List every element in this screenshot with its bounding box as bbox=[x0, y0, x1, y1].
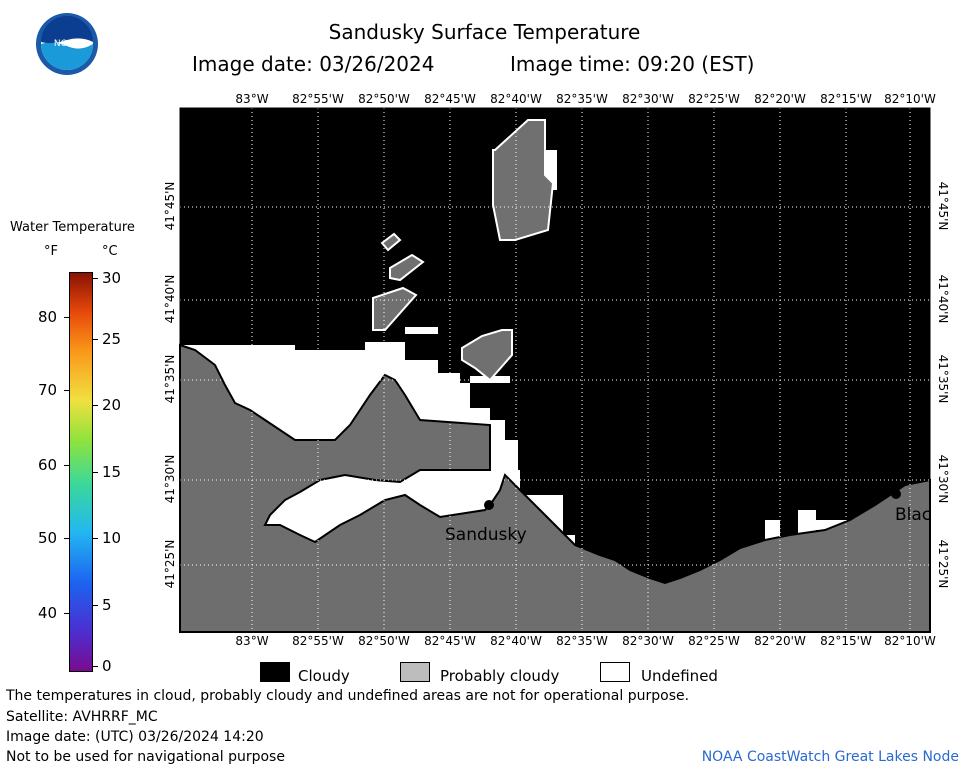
utc-date: Image date: (UTC) 03/26/2024 14:20 bbox=[6, 729, 264, 745]
probably-cloudy-area bbox=[389, 253, 425, 282]
image-date-value: 03/26/2024 bbox=[319, 52, 435, 76]
longitude-label: 82°10'W bbox=[884, 92, 936, 106]
longitude-label: 82°20'W bbox=[754, 92, 806, 106]
longitude-label: 83°W bbox=[235, 92, 269, 106]
image-time-value: 09:20 (EST) bbox=[637, 52, 755, 76]
probably-cloudy-area bbox=[492, 119, 555, 241]
celsius-tick: 5 bbox=[102, 596, 112, 614]
scale-title: Water Temperature bbox=[10, 220, 135, 235]
longitude-label: 82°45'W bbox=[424, 634, 476, 648]
longitude-label: 82°50'W bbox=[358, 634, 410, 648]
celsius-tick-mark bbox=[93, 405, 98, 406]
legend-cloudy-swatch bbox=[260, 662, 290, 682]
fahrenheit-tick: 60 bbox=[38, 456, 58, 474]
longitude-label: 82°25'W bbox=[688, 92, 740, 106]
latitude-label: 41°45'N bbox=[163, 181, 177, 231]
legend-undefined-swatch bbox=[600, 662, 630, 682]
latitude-label: 41°40'N bbox=[163, 274, 177, 324]
logo-text: NOAA bbox=[54, 39, 81, 49]
sandusky-marker bbox=[484, 500, 494, 510]
navigation-warning: Not to be used for navigational purpose bbox=[6, 749, 285, 765]
celsius-tick-mark bbox=[93, 538, 98, 539]
latitude-label: 41°30'N bbox=[936, 454, 950, 504]
celsius-tick-mark bbox=[93, 472, 98, 473]
celsius-tick-mark bbox=[93, 339, 98, 340]
longitude-label: 82°35'W bbox=[556, 92, 608, 106]
fahrenheit-tick: 80 bbox=[38, 308, 58, 326]
longitude-label: 82°40'W bbox=[490, 92, 542, 106]
celsius-tick: 25 bbox=[102, 330, 122, 348]
longitude-label: 82°50'W bbox=[358, 92, 410, 106]
celsius-tick: 15 bbox=[102, 463, 122, 481]
fahrenheit-tick: 40 bbox=[38, 604, 58, 622]
legend-undefined-label: Undefined bbox=[641, 667, 718, 685]
satellite-info: Satellite: AVHRRF_MC bbox=[6, 709, 158, 725]
latitude-label: 41°30'N bbox=[163, 454, 177, 504]
celsius-tick: 10 bbox=[102, 529, 122, 547]
legend-probably-cloudy-label: Probably cloudy bbox=[440, 667, 560, 685]
longitude-label: 82°20'W bbox=[754, 634, 806, 648]
blac-label: Blac bbox=[895, 505, 930, 525]
legend-probably-cloudy-swatch bbox=[400, 662, 430, 682]
longitude-label: 82°10'W bbox=[884, 634, 936, 648]
latitude-label: 41°45'N bbox=[936, 181, 950, 231]
longitude-label: 82°55'W bbox=[292, 92, 344, 106]
latitude-label: 41°35'N bbox=[163, 354, 177, 404]
blac-marker bbox=[891, 489, 901, 499]
graticule bbox=[180, 108, 930, 632]
probably-cloudy-area bbox=[380, 232, 402, 252]
scale-f-unit: °F bbox=[44, 244, 58, 259]
color-scale-bar bbox=[69, 272, 93, 672]
image-date-label: Image date: bbox=[192, 52, 313, 76]
celsius-tick: 20 bbox=[102, 396, 122, 414]
fahrenheit-tick: 70 bbox=[38, 381, 58, 399]
credit-link[interactable]: NOAA CoastWatch Great Lakes Node bbox=[701, 749, 959, 765]
legend-cloudy-label: Cloudy bbox=[298, 667, 350, 685]
longitude-label: 82°30'W bbox=[622, 634, 674, 648]
image-date-line: Image date: 03/26/2024 bbox=[192, 52, 434, 76]
celsius-tick: 30 bbox=[102, 269, 122, 287]
fahrenheit-tick-mark bbox=[64, 465, 69, 466]
fahrenheit-tick-mark bbox=[64, 538, 69, 539]
land-area bbox=[179, 343, 931, 633]
scale-c-unit: °C bbox=[102, 244, 118, 259]
image-time-line: Image time: 09:20 (EST) bbox=[510, 52, 754, 76]
latitude-label: 41°35'N bbox=[936, 354, 950, 404]
sandusky-label: Sandusky bbox=[445, 525, 527, 545]
map-title: Sandusky Surface Temperature bbox=[328, 20, 641, 44]
map-frame bbox=[179, 107, 931, 633]
celsius-tick-mark bbox=[93, 666, 98, 667]
fahrenheit-tick-mark bbox=[64, 317, 69, 318]
longitude-label: 82°30'W bbox=[622, 92, 674, 106]
fahrenheit-tick: 50 bbox=[38, 529, 58, 547]
latitude-label: 41°25'N bbox=[163, 539, 177, 589]
longitude-label: 82°25'W bbox=[688, 634, 740, 648]
longitude-label: 82°55'W bbox=[292, 634, 344, 648]
probably-cloudy-area bbox=[372, 286, 418, 331]
latitude-label: 41°25'N bbox=[936, 539, 950, 589]
longitude-label: 82°40'W bbox=[490, 634, 542, 648]
celsius-tick: 0 bbox=[102, 657, 112, 675]
undefined-area bbox=[405, 327, 438, 334]
image-time-label: Image time: bbox=[510, 52, 631, 76]
probably-cloudy-area bbox=[461, 329, 513, 382]
latitude-label: 41°40'N bbox=[936, 274, 950, 324]
celsius-tick-mark bbox=[93, 605, 98, 606]
fahrenheit-tick-mark bbox=[64, 613, 69, 614]
noaa-logo: NOAA bbox=[36, 13, 98, 75]
longitude-label: 83°W bbox=[235, 634, 269, 648]
celsius-tick-mark bbox=[93, 278, 98, 279]
longitude-label: 82°15'W bbox=[820, 92, 872, 106]
undefined-area bbox=[816, 520, 846, 530]
longitude-label: 82°45'W bbox=[424, 92, 476, 106]
longitude-label: 82°15'W bbox=[820, 634, 872, 648]
undefined-area bbox=[765, 520, 780, 540]
disclaimer-note: The temperatures in cloud, probably clou… bbox=[6, 688, 690, 704]
longitude-label: 82°35'W bbox=[556, 634, 608, 648]
fahrenheit-tick-mark bbox=[64, 390, 69, 391]
